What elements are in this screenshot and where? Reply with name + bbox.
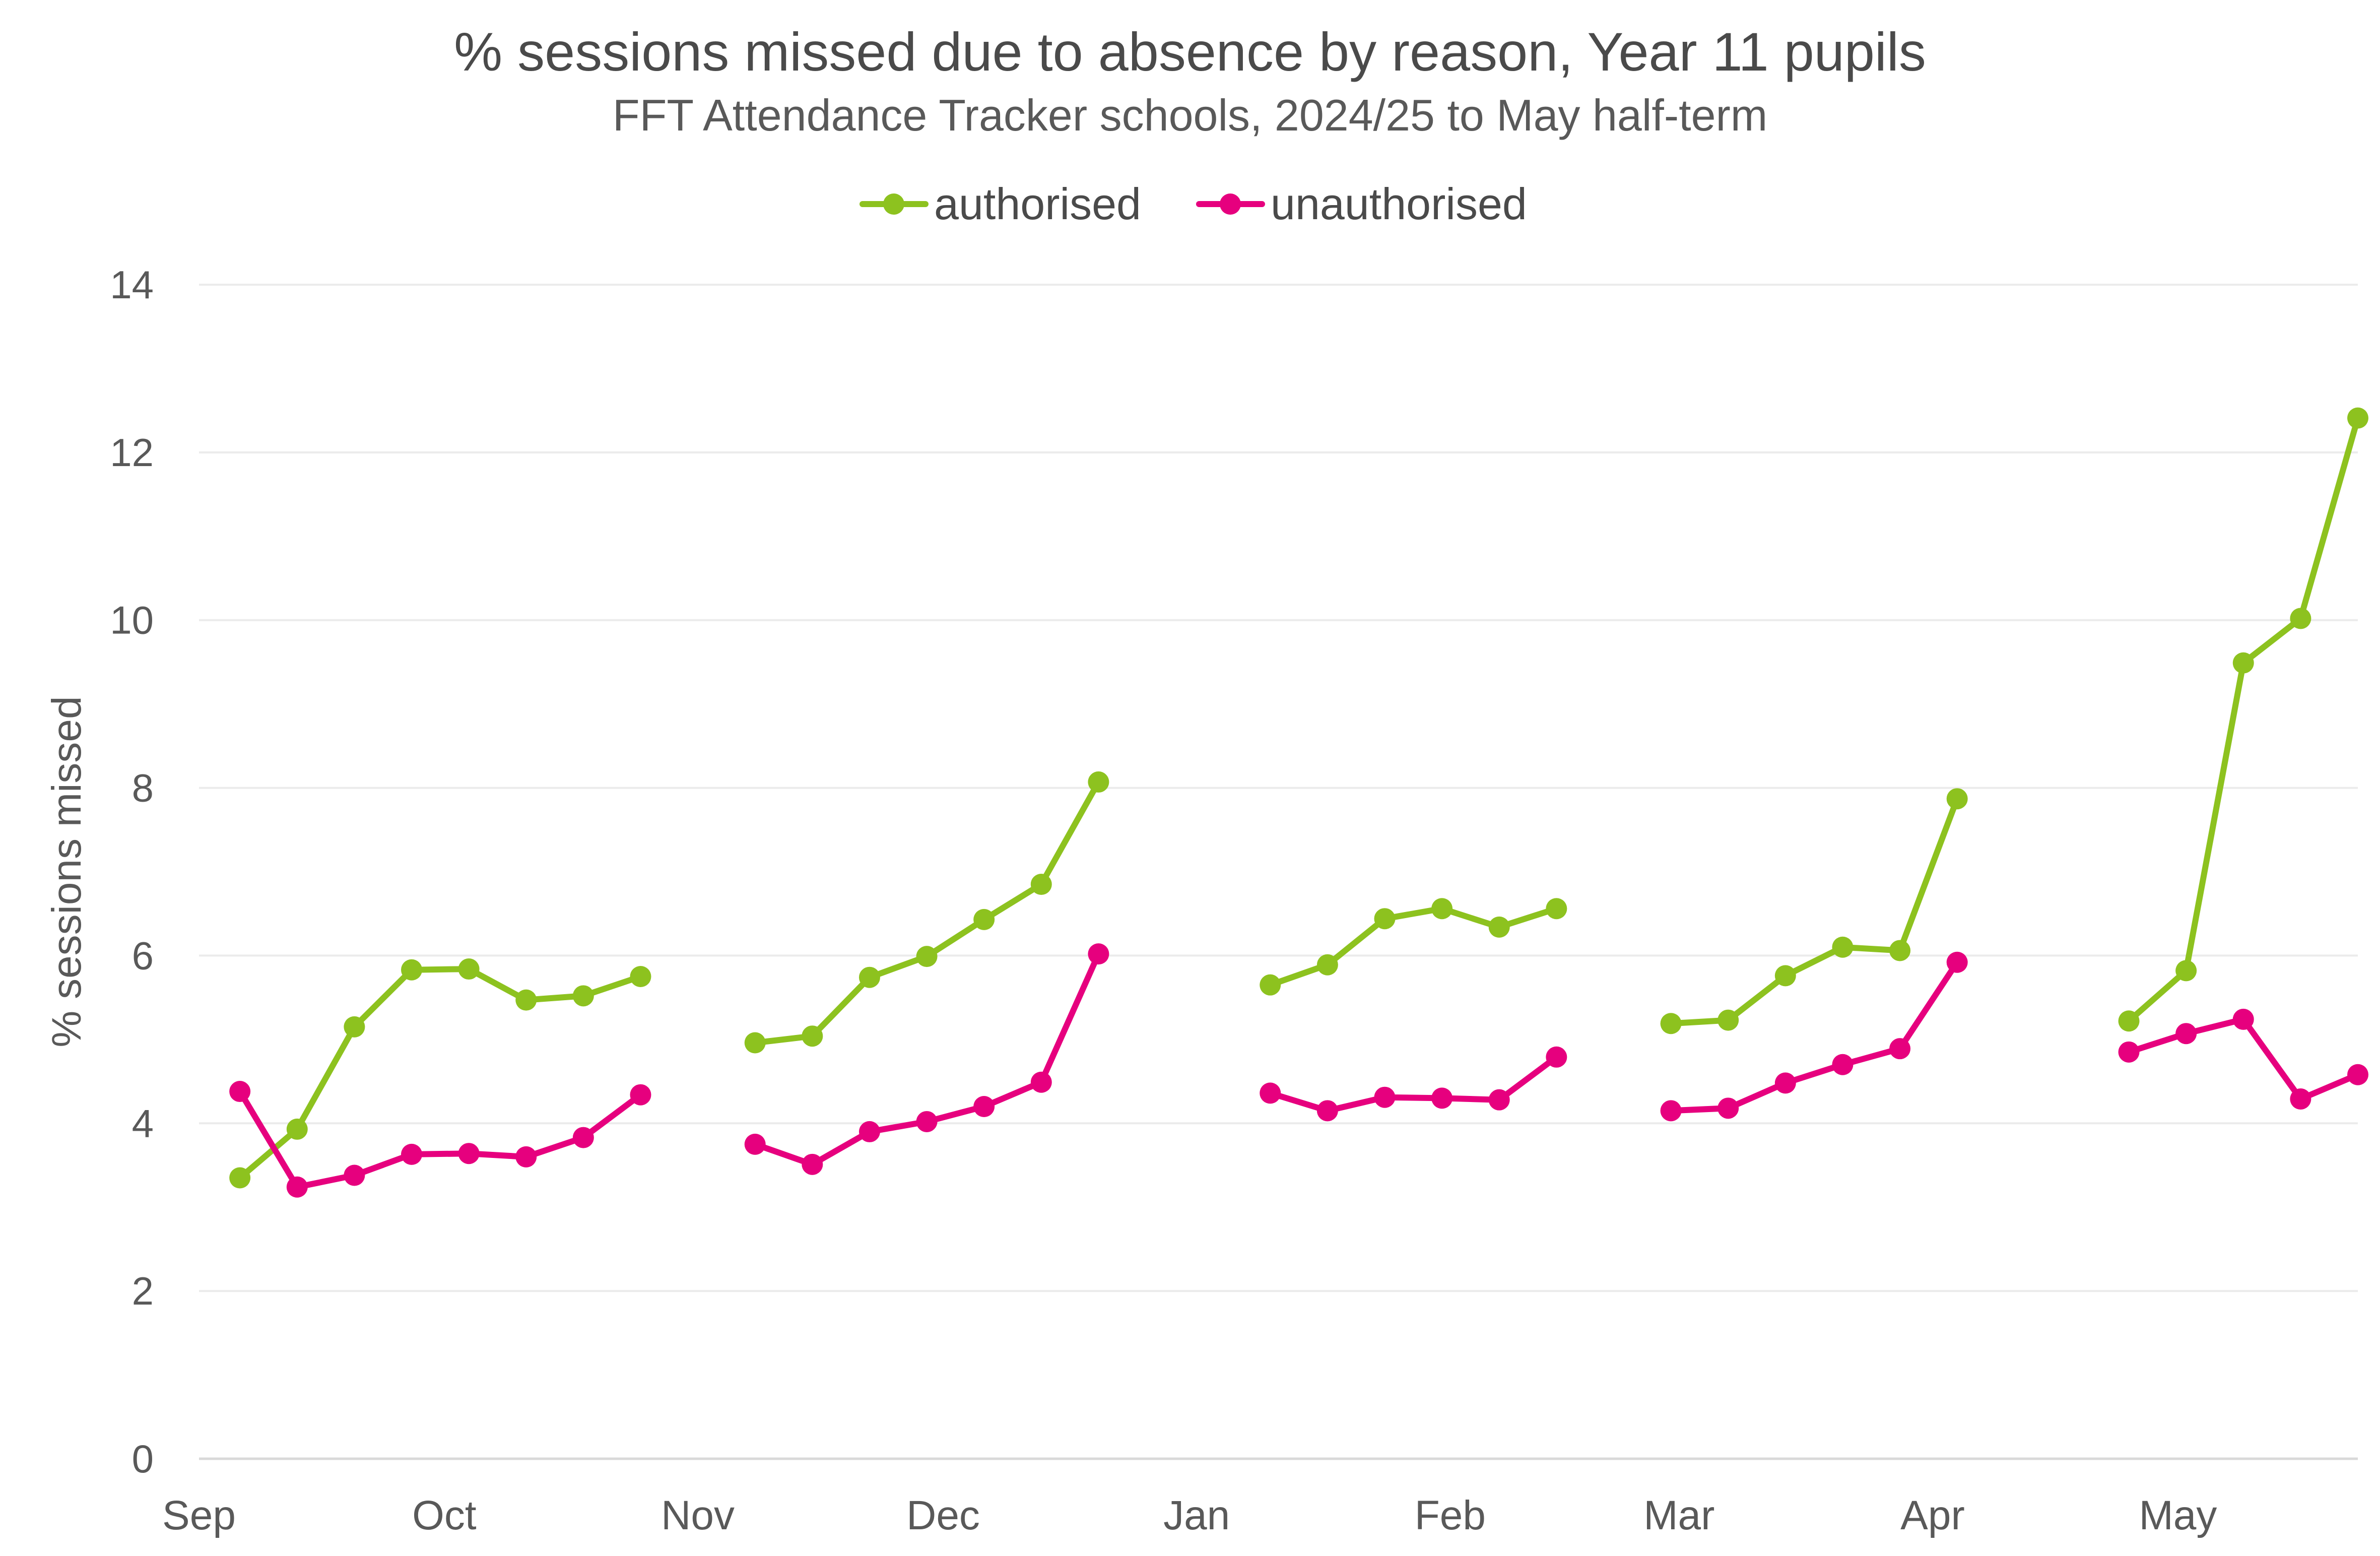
data-point-authorised [1316, 954, 1338, 976]
y-tick-label: 4 [132, 1101, 154, 1145]
data-point-unauthorised [1946, 951, 1968, 973]
data-point-unauthorised [515, 1146, 537, 1168]
data-point-authorised [1374, 908, 1396, 930]
data-point-unauthorised [1832, 1054, 1854, 1075]
data-point-authorised [630, 966, 651, 988]
data-point-authorised [286, 1118, 308, 1140]
data-point-unauthorised [1488, 1089, 1510, 1111]
data-point-unauthorised [1660, 1100, 1682, 1122]
y-tick-label: 0 [132, 1437, 154, 1481]
data-point-unauthorised [1374, 1086, 1396, 1108]
chart-subtitle: FFT Attendance Tracker schools, 2024/25 … [612, 90, 1768, 140]
data-point-authorised [2118, 1010, 2140, 1032]
data-point-unauthorised [802, 1153, 823, 1175]
series-line-authorised [752, 779, 1102, 1046]
data-point-authorised [401, 959, 423, 981]
legend-label-unauthorised: unauthorised [1271, 179, 1527, 229]
y-axis-title: % sessions missed [44, 696, 90, 1047]
series-line-authorised [1267, 905, 1560, 988]
data-point-authorised [744, 1032, 766, 1054]
data-point-authorised [1774, 965, 1796, 987]
series-line-unauthorised [752, 951, 1102, 1168]
data-point-authorised [1889, 940, 1911, 961]
data-point-authorised [458, 958, 480, 980]
y-tick-label: 10 [110, 598, 154, 642]
data-point-unauthorised [973, 1096, 995, 1117]
data-point-authorised [344, 1016, 365, 1038]
x-tick-label: Nov [661, 1493, 735, 1538]
data-point-authorised [1546, 898, 1567, 920]
data-point-unauthorised [1030, 1071, 1052, 1093]
data-point-authorised [802, 1025, 823, 1047]
data-point-authorised [2290, 608, 2311, 629]
x-tick-label: Feb [1415, 1493, 1486, 1538]
data-point-authorised [2232, 652, 2254, 674]
legend-marker-authorised [883, 193, 904, 215]
data-point-authorised [1260, 974, 1281, 996]
x-tick-label: Sep [162, 1493, 236, 1538]
data-point-unauthorised [1889, 1038, 1911, 1060]
data-point-unauthorised [916, 1111, 938, 1132]
data-point-authorised [916, 946, 938, 967]
data-point-unauthorised [572, 1127, 594, 1148]
x-tick-label: Mar [1643, 1493, 1714, 1538]
data-point-authorised [1660, 1013, 1682, 1034]
data-point-authorised [858, 966, 880, 988]
data-point-authorised [1946, 788, 1968, 810]
y-tick-label: 2 [132, 1269, 154, 1313]
data-point-authorised [1431, 898, 1453, 920]
series-line-unauthorised [2126, 1016, 2361, 1102]
chart-title: % sessions missed due to absence by reas… [454, 21, 1926, 82]
y-tick-label: 8 [132, 766, 154, 810]
data-point-authorised [1717, 1009, 1739, 1031]
data-point-authorised [1832, 936, 1854, 958]
x-tick-label: Dec [906, 1493, 980, 1538]
data-point-unauthorised [1316, 1100, 1338, 1122]
data-point-unauthorised [344, 1164, 365, 1186]
data-point-unauthorised [858, 1121, 880, 1142]
data-point-unauthorised [1088, 943, 1109, 965]
x-tick-label: May [2139, 1493, 2217, 1538]
data-point-unauthorised [630, 1084, 651, 1106]
data-point-unauthorised [401, 1143, 423, 1165]
data-point-authorised [2347, 407, 2368, 429]
data-point-unauthorised [2175, 1023, 2197, 1045]
x-tick-label: Apr [1900, 1493, 1965, 1538]
data-point-unauthorised [229, 1081, 251, 1103]
data-point-authorised [2175, 960, 2197, 982]
data-point-unauthorised [1260, 1082, 1281, 1104]
data-point-authorised [1030, 873, 1052, 895]
data-point-unauthorised [2118, 1041, 2140, 1063]
data-point-unauthorised [1774, 1072, 1796, 1094]
y-tick-label: 14 [110, 263, 154, 307]
data-point-unauthorised [1717, 1097, 1739, 1119]
legend-label-authorised: authorised [934, 179, 1141, 229]
series-line-unauthorised [1668, 959, 1960, 1114]
data-point-authorised [229, 1167, 251, 1189]
data-point-authorised [973, 909, 995, 930]
data-point-authorised [515, 989, 537, 1011]
data-point-unauthorised [2290, 1088, 2311, 1110]
data-point-unauthorised [1546, 1046, 1567, 1068]
data-point-unauthorised [286, 1176, 308, 1198]
series-line-unauthorised [1267, 1054, 1560, 1114]
data-point-authorised [572, 985, 594, 1007]
data-point-unauthorised [2232, 1008, 2254, 1030]
series-line-authorised [1668, 796, 1960, 1027]
series-line-authorised [2126, 415, 2361, 1024]
data-point-unauthorised [458, 1143, 480, 1164]
legend-marker-unauthorised [1220, 193, 1241, 215]
y-tick-label: 12 [110, 430, 154, 475]
y-tick-label: 6 [132, 933, 154, 978]
data-point-authorised [1488, 916, 1510, 938]
data-point-unauthorised [2347, 1064, 2368, 1085]
x-tick-label: Oct [412, 1493, 477, 1538]
x-tick-label: Jan [1163, 1493, 1230, 1538]
data-point-authorised [1088, 771, 1109, 793]
data-point-unauthorised [1431, 1087, 1453, 1109]
data-point-unauthorised [744, 1133, 766, 1155]
